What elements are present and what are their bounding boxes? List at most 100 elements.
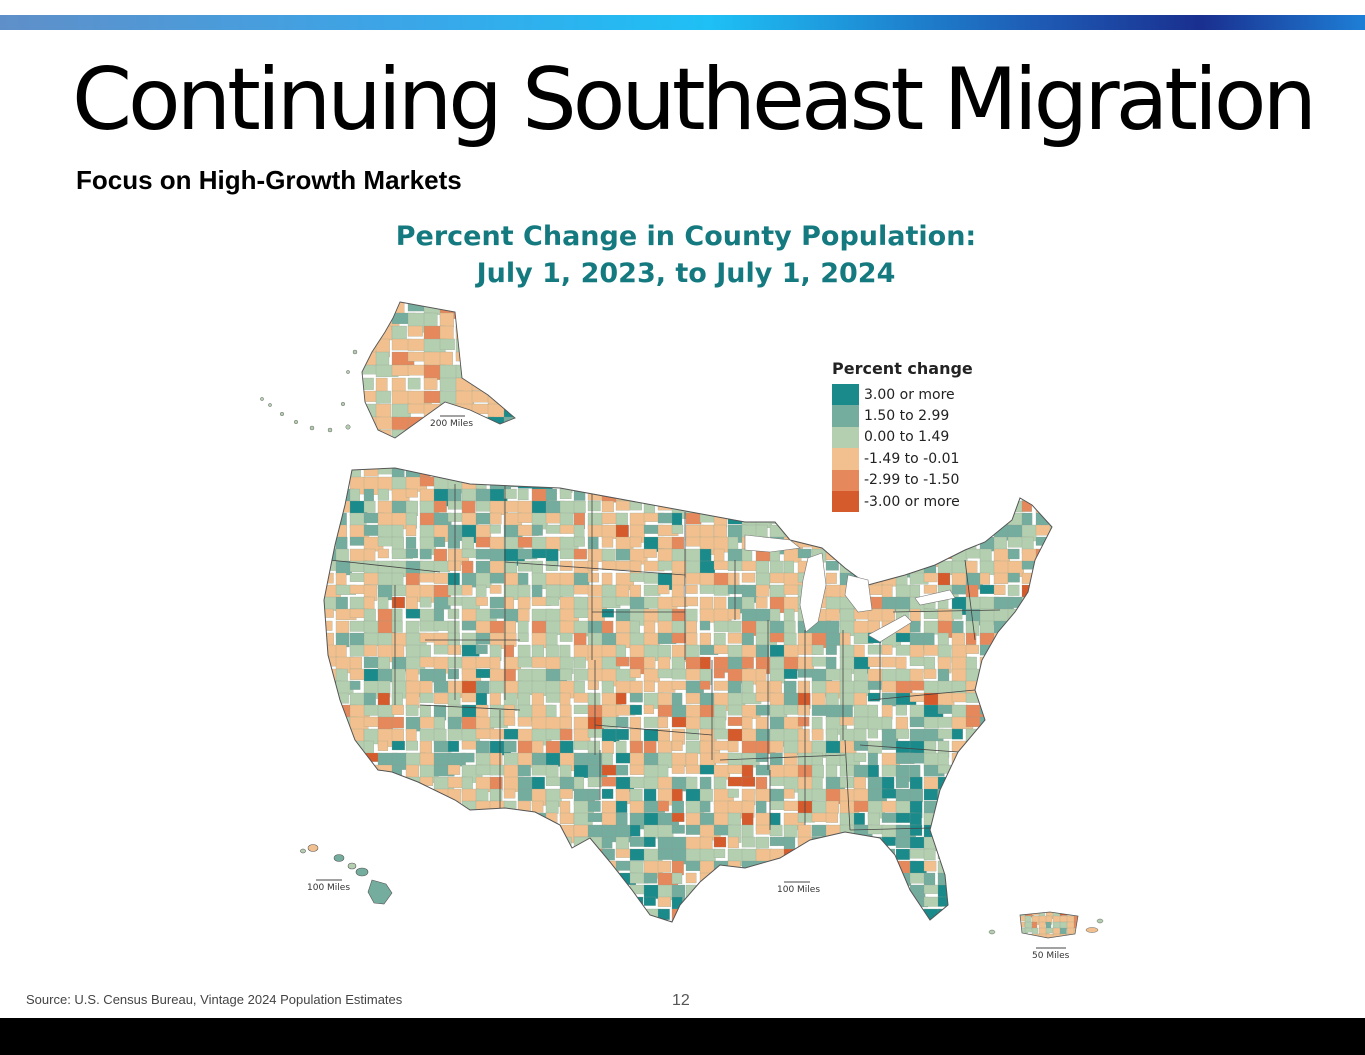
county-cell: [811, 764, 824, 779]
county-cell: [825, 668, 842, 681]
county-cell: [629, 468, 645, 478]
county-cell: [363, 560, 379, 576]
county-cell: [335, 908, 353, 922]
county-cell: [324, 620, 333, 631]
county-cell: [797, 908, 819, 920]
county-cell: [489, 608, 507, 619]
county-cell: [867, 812, 881, 825]
county-cell: [1049, 668, 1052, 681]
county-cell: [923, 860, 937, 872]
county-cell: [853, 512, 875, 523]
county-cell: [769, 500, 789, 519]
county-cell: [601, 500, 614, 513]
county-cell: [405, 872, 420, 887]
county-cell: [965, 920, 985, 922]
county-cell: [783, 824, 798, 838]
county-cell: [377, 788, 398, 807]
county-cell: [475, 512, 493, 525]
legend-swatch: [832, 384, 859, 406]
county-cell: [489, 860, 507, 879]
county-cell: [489, 692, 501, 706]
county-cell: [937, 920, 957, 922]
county-cell: [867, 560, 884, 578]
county-cell: [324, 764, 342, 778]
county-cell: [391, 872, 407, 884]
county-cell: [699, 764, 717, 775]
legend-title: Percent change: [832, 359, 973, 378]
county-cell: [769, 740, 784, 753]
county-cell: [1007, 788, 1029, 799]
county-cell: [629, 908, 646, 918]
county-cell: [615, 800, 628, 813]
county-cell: [951, 764, 965, 777]
county-cell: [531, 908, 550, 922]
county-cell: [324, 468, 338, 479]
county-cell: [531, 860, 552, 877]
county-cell: [811, 512, 833, 526]
county-cell: [895, 548, 915, 559]
county-cell: [727, 860, 741, 879]
county-cell: [1007, 896, 1023, 911]
county-cell: [629, 920, 642, 922]
county-cell: [951, 728, 963, 740]
county-cell: [839, 512, 862, 527]
county-cell: [531, 872, 546, 889]
county-cell: [811, 848, 829, 859]
county-cell: [363, 548, 376, 561]
county-cell: [727, 896, 740, 907]
county-cell: [335, 800, 357, 818]
county-cell: [587, 896, 598, 912]
county-cell: [1007, 848, 1028, 867]
county-cell: [503, 338, 515, 349]
county-cell: [685, 896, 707, 908]
county-cell: [517, 764, 531, 777]
county-cell: [531, 896, 544, 907]
county-cell: [769, 632, 786, 643]
county-cell: [797, 476, 817, 492]
county-cell: [993, 692, 1014, 705]
county-cell: [405, 860, 418, 871]
county-cell: [475, 836, 487, 852]
county-cell: [895, 884, 908, 902]
county-cell: [657, 468, 671, 481]
county-cell: [839, 872, 860, 890]
county-cell: [545, 728, 561, 740]
county-cell: [965, 884, 987, 900]
county-cell: [797, 872, 810, 885]
county-cell: [979, 812, 1001, 823]
county-cell: [727, 884, 743, 898]
county-cell: [657, 536, 674, 550]
slide-title: Continuing Southeast Migration: [72, 50, 1317, 150]
county-cell: [1021, 620, 1034, 632]
county-cell: [699, 500, 721, 515]
county-cell: [615, 848, 632, 858]
county-cell: [811, 920, 833, 922]
county-cell: [713, 884, 726, 902]
county-cell: [699, 680, 711, 690]
county-cell: [601, 764, 618, 776]
slide-subtitle: Focus on High-Growth Markets: [76, 165, 462, 195]
county-cell: [965, 632, 977, 645]
county-cell: [391, 896, 410, 910]
county-cell: [755, 728, 773, 742]
county-cell: [1007, 680, 1027, 692]
county-cell: [1038, 921, 1046, 929]
county-cell: [461, 848, 475, 864]
county-cell: [769, 908, 781, 920]
county-cell: [839, 908, 854, 922]
county-cell: [349, 884, 365, 898]
county-cell: [503, 620, 516, 634]
county-cell: [531, 920, 549, 922]
county-cell: [671, 680, 687, 690]
map-title-line-1: Percent Change in County Population:: [395, 221, 977, 252]
county-cell: [783, 680, 797, 695]
county-cell: [923, 572, 938, 583]
county-cell: [349, 800, 366, 817]
county-cell: [1035, 584, 1050, 603]
county-cell: [587, 884, 601, 897]
county-cell: [489, 468, 507, 477]
county-cell: [881, 764, 898, 777]
county-cell: [671, 468, 693, 483]
county-cell: [587, 476, 608, 488]
county-cell: [979, 860, 992, 873]
